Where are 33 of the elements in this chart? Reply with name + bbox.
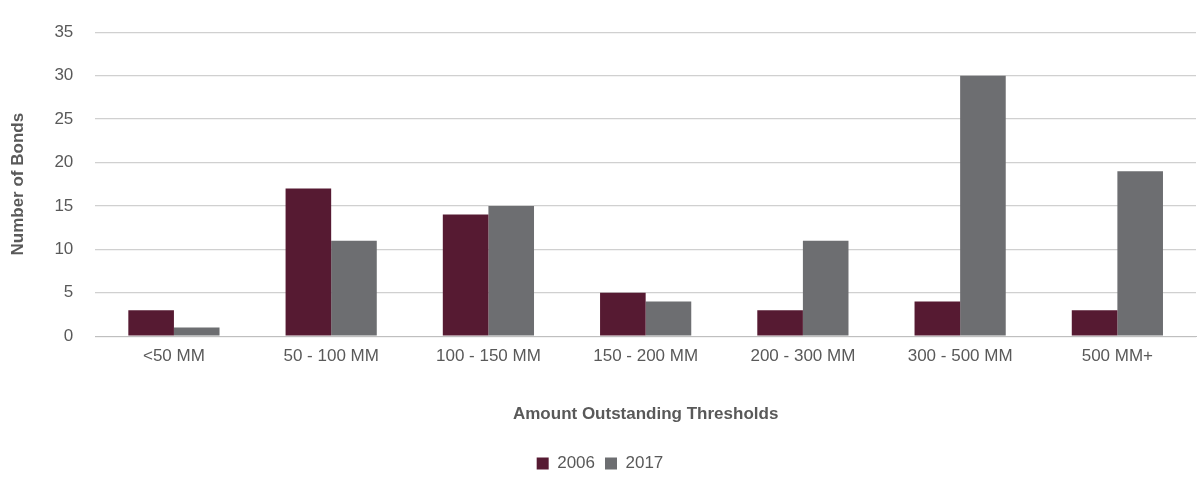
y-tick-label: 25 — [54, 108, 74, 128]
y-tick-label: 35 — [54, 21, 74, 41]
bar — [285, 188, 332, 336]
x-tick-label: 200 - 300 MM — [750, 346, 856, 366]
x-tick-label: 150 - 200 MM — [593, 346, 699, 366]
bar — [960, 75, 1006, 336]
y-tick-label: 20 — [54, 152, 74, 172]
bar — [1117, 171, 1163, 336]
y-tick-label: 0 — [63, 325, 74, 345]
x-tick-label: 100 - 150 MM — [435, 346, 541, 366]
bar — [600, 292, 646, 336]
x-tick-label: 500 MM+ — [1081, 346, 1154, 366]
x-tick-label: 50 - 100 MM — [283, 346, 379, 366]
bar — [645, 301, 692, 336]
bar — [914, 301, 961, 336]
bar — [173, 327, 220, 336]
y-tick-label: 15 — [54, 195, 74, 215]
x-tick-label: 300 - 500 MM — [907, 346, 1013, 366]
legend-label: 2017 — [625, 453, 664, 473]
bar — [488, 205, 535, 336]
bar — [802, 240, 849, 336]
bar — [1071, 310, 1118, 336]
bar — [442, 214, 489, 336]
y-axis-title: Number of Bonds — [7, 112, 27, 256]
x-tick-label: <50 MM — [142, 346, 205, 366]
bar — [128, 310, 174, 336]
legend-label: 2006 — [557, 453, 596, 473]
bar — [757, 310, 803, 336]
x-axis-title: Amount Outstanding Thresholds — [512, 404, 779, 424]
bar — [331, 240, 377, 336]
y-tick-label: 5 — [63, 282, 74, 302]
y-tick-label: 30 — [54, 65, 74, 85]
y-tick-label: 10 — [54, 239, 74, 259]
